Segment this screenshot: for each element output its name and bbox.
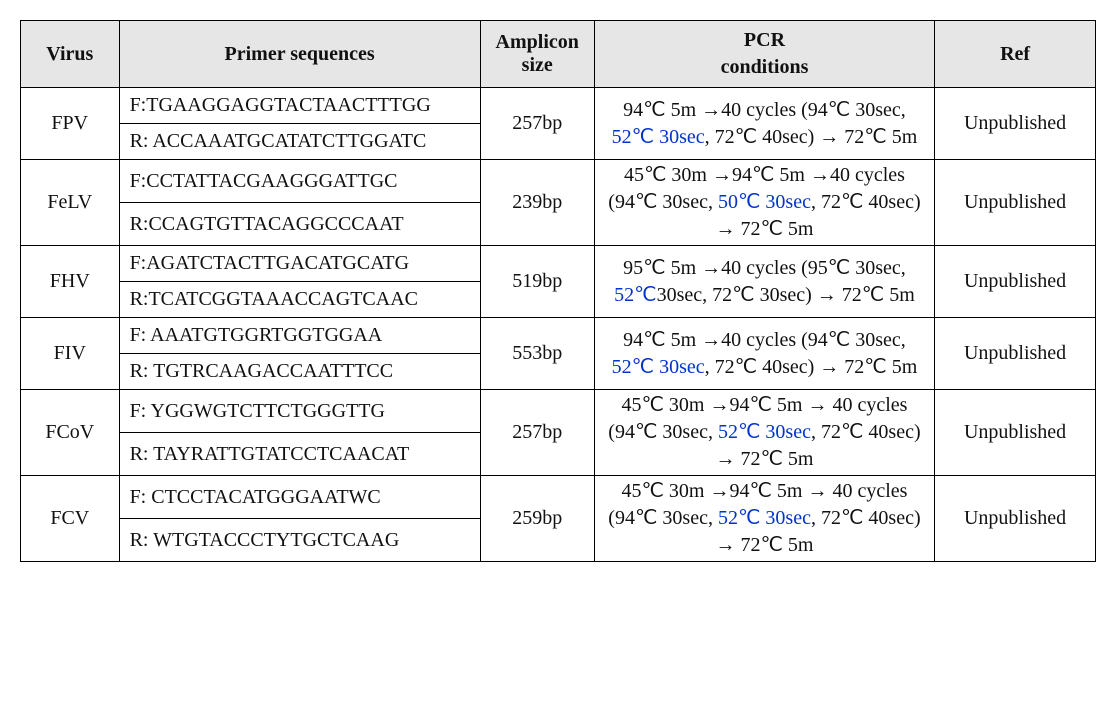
pcr-conditions-cell: 45℃ 30m →94℃ 5m → 40 cycles (94℃ 30sec, … xyxy=(594,476,934,562)
col-header-virus: Virus xyxy=(21,21,120,88)
pcr-conditions-cell: 94℃ 5m →40 cycles (94℃ 30sec, 52℃ 30sec,… xyxy=(594,88,934,160)
pcr-annealing-temp: 52℃ 30sec xyxy=(612,356,705,378)
table-header-row: Virus Primer sequences Amplicon size PCR… xyxy=(21,21,1096,88)
pcr-text-pre: 94℃ 5m →40 cycles (94℃ 30sec, xyxy=(623,329,906,351)
ref-cell: Unpublished xyxy=(935,160,1096,246)
pcr-annealing-temp: 52℃ 30sec xyxy=(718,507,811,529)
table-row: FHVF:AGATCTACTTGACATGCATG519bp95℃ 5m →40… xyxy=(21,246,1096,282)
table-row: FCoVF: YGGWGTCTTCTGGGTTG257bp45℃ 30m →94… xyxy=(21,390,1096,433)
reverse-primer-cell: R: TGTRCAAGACCAATTTCC xyxy=(119,354,480,390)
forward-primer-cell: F:CCTATTACGAAGGGATTGC xyxy=(119,160,480,203)
pcr-conditions-cell: 95℃ 5m →40 cycles (95℃ 30sec, 52℃30sec, … xyxy=(594,246,934,318)
amplicon-size-cell: 259bp xyxy=(480,476,594,562)
virus-cell: FPV xyxy=(21,88,120,160)
ref-cell: Unpublished xyxy=(935,390,1096,476)
forward-primer-cell: F:TGAAGGAGGTACTAACTTTGG xyxy=(119,88,480,124)
amplicon-size-cell: 553bp xyxy=(480,318,594,390)
pcr-text-post: 30sec, 72℃ 30sec) → 72℃ 5m xyxy=(657,284,915,306)
amp-header-line1: Amplicon xyxy=(496,31,579,53)
col-header-ref: Ref xyxy=(935,21,1096,88)
pcr-annealing-temp: 50℃ 30sec xyxy=(718,191,811,213)
col-header-sequences: Primer sequences xyxy=(119,21,480,88)
pcr-conditions-cell: 45℃ 30m →94℃ 5m → 40 cycles (94℃ 30sec, … xyxy=(594,390,934,476)
pcr-primer-table-container: Virus Primer sequences Amplicon size PCR… xyxy=(20,20,1096,562)
pcr-text-pre: 95℃ 5m →40 cycles (95℃ 30sec, xyxy=(623,257,906,279)
table-row: FPVF:TGAAGGAGGTACTAACTTTGG257bp94℃ 5m →4… xyxy=(21,88,1096,124)
pcr-annealing-temp: 52℃ xyxy=(614,284,656,306)
ref-cell: Unpublished xyxy=(935,88,1096,160)
table-row: FeLVF:CCTATTACGAAGGGATTGC239bp45℃ 30m →9… xyxy=(21,160,1096,203)
pcr-text-post: , 72℃ 40sec) → 72℃ 5m xyxy=(705,126,918,148)
ref-cell: Unpublished xyxy=(935,476,1096,562)
reverse-primer-cell: R: TAYRATTGTATCCTCAACAT xyxy=(119,433,480,476)
virus-cell: FHV xyxy=(21,246,120,318)
amplicon-size-cell: 257bp xyxy=(480,390,594,476)
reverse-primer-cell: R:CCAGTGTTACAGGCCCAAT xyxy=(119,203,480,246)
pcr-primer-table: Virus Primer sequences Amplicon size PCR… xyxy=(20,20,1096,562)
col-header-amplicon: Amplicon size xyxy=(480,21,594,88)
ref-cell: Unpublished xyxy=(935,246,1096,318)
pcr-text-post: , 72℃ 40sec) → 72℃ 5m xyxy=(705,356,918,378)
amplicon-size-cell: 519bp xyxy=(480,246,594,318)
pcr-conditions-cell: 45℃ 30m →94℃ 5m →40 cycles (94℃ 30sec, 5… xyxy=(594,160,934,246)
table-body: FPVF:TGAAGGAGGTACTAACTTTGG257bp94℃ 5m →4… xyxy=(21,88,1096,562)
virus-cell: FCoV xyxy=(21,390,120,476)
amp-header-line2: size xyxy=(522,54,553,76)
reverse-primer-cell: R: WTGTACCCTYTGCTCAAG xyxy=(119,519,480,562)
virus-cell: FCV xyxy=(21,476,120,562)
ref-cell: Unpublished xyxy=(935,318,1096,390)
reverse-primer-cell: R:TCATCGGTAAACCAGTCAAC xyxy=(119,282,480,318)
pcr-conditions-cell: 94℃ 5m →40 cycles (94℃ 30sec, 52℃ 30sec,… xyxy=(594,318,934,390)
reverse-primer-cell: R: ACCAAATGCATATCTTGGATC xyxy=(119,124,480,160)
col-header-pcr: PCR conditions xyxy=(594,21,934,88)
forward-primer-cell: F:AGATCTACTTGACATGCATG xyxy=(119,246,480,282)
pcr-annealing-temp: 52℃ 30sec xyxy=(612,126,705,148)
pcr-text-pre: 94℃ 5m →40 cycles (94℃ 30sec, xyxy=(623,99,906,121)
forward-primer-cell: F: CTCCTACATGGGAATWC xyxy=(119,476,480,519)
amplicon-size-cell: 257bp xyxy=(480,88,594,160)
forward-primer-cell: F: YGGWGTCTTCTGGGTTG xyxy=(119,390,480,433)
amplicon-size-cell: 239bp xyxy=(480,160,594,246)
pcr-header-line1: PCR xyxy=(744,29,785,51)
table-row: FIVF: AAATGTGGRTGGTGGAA553bp94℃ 5m →40 c… xyxy=(21,318,1096,354)
pcr-header-line2: conditions xyxy=(721,56,809,78)
forward-primer-cell: F: AAATGTGGRTGGTGGAA xyxy=(119,318,480,354)
pcr-annealing-temp: 52℃ 30sec xyxy=(718,421,811,443)
virus-cell: FeLV xyxy=(21,160,120,246)
virus-cell: FIV xyxy=(21,318,120,390)
table-row: FCVF: CTCCTACATGGGAATWC259bp45℃ 30m →94℃… xyxy=(21,476,1096,519)
